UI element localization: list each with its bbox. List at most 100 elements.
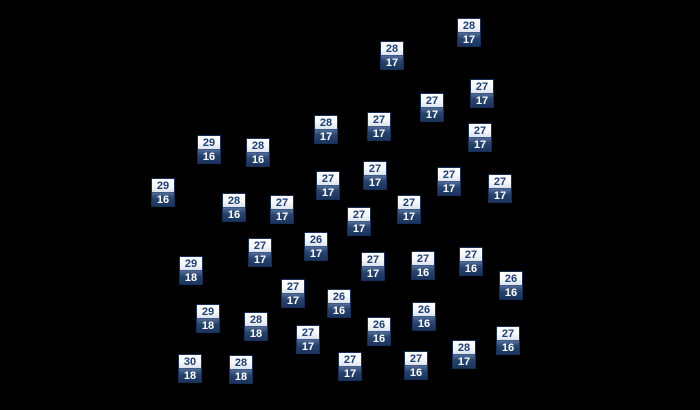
high-temp-label: 26 <box>305 233 327 246</box>
high-temp-label: 28 <box>247 139 269 152</box>
temp-marker[interactable]: 29 18 <box>196 304 220 333</box>
high-temp-label: 28 <box>315 116 337 129</box>
low-temp-label: 17 <box>297 339 319 353</box>
high-temp-label: 27 <box>348 208 370 221</box>
low-temp-label: 17 <box>489 188 511 202</box>
high-temp-label: 27 <box>362 253 384 266</box>
temp-marker[interactable]: 26 16 <box>499 271 523 300</box>
low-temp-label: 17 <box>305 246 327 260</box>
high-temp-label: 27 <box>469 124 491 137</box>
low-temp-label: 17 <box>381 55 403 69</box>
high-temp-label: 27 <box>398 196 420 209</box>
low-temp-label: 17 <box>438 181 460 195</box>
temp-marker[interactable]: 27 17 <box>488 174 512 203</box>
low-temp-label: 18 <box>179 368 201 382</box>
low-temp-label: 16 <box>500 285 522 299</box>
high-temp-label: 28 <box>453 341 475 354</box>
low-temp-label: 18 <box>180 270 202 284</box>
high-temp-label: 27 <box>339 353 361 366</box>
high-temp-label: 27 <box>364 162 386 175</box>
high-temp-label: 26 <box>328 290 350 303</box>
low-temp-label: 16 <box>152 192 174 206</box>
temp-marker[interactable]: 29 16 <box>197 135 221 164</box>
temp-marker[interactable]: 27 17 <box>437 167 461 196</box>
high-temp-label: 27 <box>438 168 460 181</box>
low-temp-label: 16 <box>405 365 427 379</box>
low-temp-label: 18 <box>245 326 267 340</box>
high-temp-label: 29 <box>197 305 219 318</box>
low-temp-label: 17 <box>364 175 386 189</box>
temp-marker[interactable]: 27 17 <box>347 207 371 236</box>
low-temp-label: 17 <box>469 137 491 151</box>
high-temp-label: 26 <box>500 272 522 285</box>
high-temp-label: 28 <box>230 356 252 369</box>
high-temp-label: 27 <box>497 327 519 340</box>
temp-marker[interactable]: 27 17 <box>270 195 294 224</box>
high-temp-label: 26 <box>413 303 435 316</box>
temp-marker[interactable]: 27 17 <box>363 161 387 190</box>
temp-marker[interactable]: 27 17 <box>361 252 385 281</box>
temp-marker[interactable]: 29 18 <box>179 256 203 285</box>
low-temp-label: 16 <box>413 316 435 330</box>
low-temp-label: 17 <box>368 126 390 140</box>
high-temp-label: 27 <box>368 113 390 126</box>
temp-marker[interactable]: 27 16 <box>459 247 483 276</box>
high-temp-label: 30 <box>179 355 201 368</box>
temp-marker[interactable]: 28 16 <box>222 193 246 222</box>
temp-marker[interactable]: 26 16 <box>327 289 351 318</box>
high-temp-label: 27 <box>460 248 482 261</box>
high-temp-label: 26 <box>368 318 390 331</box>
low-temp-label: 17 <box>453 354 475 368</box>
temp-marker[interactable]: 27 17 <box>281 279 305 308</box>
temp-marker[interactable]: 27 17 <box>420 93 444 122</box>
temp-marker[interactable]: 27 17 <box>316 171 340 200</box>
high-temp-label: 27 <box>297 326 319 339</box>
low-temp-label: 17 <box>339 366 361 380</box>
high-temp-label: 27 <box>317 172 339 185</box>
temp-marker[interactable]: 28 17 <box>457 18 481 47</box>
high-temp-label: 27 <box>489 175 511 188</box>
temp-marker[interactable]: 28 18 <box>229 355 253 384</box>
temp-marker[interactable]: 26 16 <box>367 317 391 346</box>
low-temp-label: 18 <box>197 318 219 332</box>
temp-marker[interactable]: 27 17 <box>468 123 492 152</box>
temp-marker[interactable]: 28 17 <box>452 340 476 369</box>
high-temp-label: 27 <box>412 252 434 265</box>
low-temp-label: 18 <box>230 369 252 383</box>
high-temp-label: 27 <box>282 280 304 293</box>
low-temp-label: 16 <box>223 207 245 221</box>
temp-marker[interactable]: 28 18 <box>244 312 268 341</box>
temp-marker[interactable]: 26 16 <box>412 302 436 331</box>
temp-marker[interactable]: 28 17 <box>314 115 338 144</box>
low-temp-label: 17 <box>315 129 337 143</box>
high-temp-label: 28 <box>381 42 403 55</box>
temp-marker[interactable]: 28 16 <box>246 138 270 167</box>
low-temp-label: 17 <box>249 252 271 266</box>
low-temp-label: 17 <box>317 185 339 199</box>
high-temp-label: 29 <box>180 257 202 270</box>
temp-marker[interactable]: 29 16 <box>151 178 175 207</box>
high-temp-label: 28 <box>223 194 245 207</box>
high-temp-label: 27 <box>421 94 443 107</box>
temp-marker[interactable]: 27 17 <box>296 325 320 354</box>
low-temp-label: 17 <box>282 293 304 307</box>
low-temp-label: 17 <box>362 266 384 280</box>
low-temp-label: 16 <box>328 303 350 317</box>
high-temp-label: 29 <box>152 179 174 192</box>
temp-marker[interactable]: 27 17 <box>338 352 362 381</box>
low-temp-label: 16 <box>198 149 220 163</box>
low-temp-label: 17 <box>271 209 293 223</box>
temp-marker[interactable]: 27 16 <box>404 351 428 380</box>
temp-marker[interactable]: 26 17 <box>304 232 328 261</box>
temp-marker[interactable]: 27 17 <box>470 79 494 108</box>
low-temp-label: 16 <box>497 340 519 354</box>
high-temp-label: 28 <box>458 19 480 32</box>
temp-marker[interactable]: 27 17 <box>248 238 272 267</box>
temp-marker[interactable]: 28 17 <box>380 41 404 70</box>
temp-marker[interactable]: 27 16 <box>411 251 435 280</box>
temp-marker[interactable]: 27 17 <box>367 112 391 141</box>
temp-marker[interactable]: 30 18 <box>178 354 202 383</box>
high-temp-label: 27 <box>471 80 493 93</box>
temp-marker[interactable]: 27 17 <box>397 195 421 224</box>
temp-marker[interactable]: 27 16 <box>496 326 520 355</box>
